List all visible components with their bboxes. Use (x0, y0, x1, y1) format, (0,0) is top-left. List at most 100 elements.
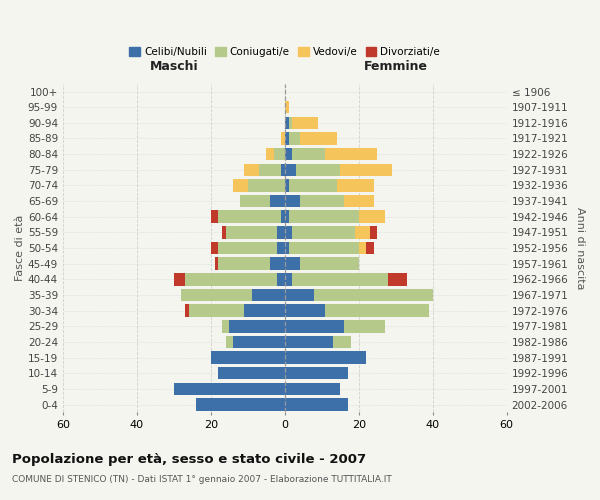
Bar (266, 148, 285, 160)
Bar (211, 242, 285, 254)
Bar (211, 352, 285, 364)
Bar (174, 382, 285, 395)
Bar (285, 164, 392, 176)
Bar (218, 367, 285, 380)
Bar (285, 258, 299, 270)
Bar (285, 367, 347, 380)
Bar (285, 164, 296, 176)
Bar (285, 116, 318, 129)
Bar (285, 116, 289, 129)
Bar (285, 273, 292, 285)
Bar (226, 226, 285, 238)
Bar (285, 382, 340, 395)
Bar (285, 336, 352, 348)
Bar (277, 242, 285, 254)
Bar (188, 304, 285, 317)
Bar (285, 352, 366, 364)
Bar (285, 195, 374, 207)
Bar (285, 101, 289, 114)
Bar (181, 288, 285, 301)
Bar (174, 382, 285, 395)
Bar (218, 367, 285, 380)
Y-axis label: Fasce di età: Fasce di età (15, 215, 25, 281)
Bar (285, 132, 289, 144)
Bar (285, 195, 299, 207)
Text: Femmine: Femmine (364, 60, 428, 72)
Bar (241, 195, 285, 207)
Bar (196, 398, 285, 411)
Bar (281, 164, 285, 176)
Bar (285, 352, 366, 364)
Bar (281, 132, 285, 144)
Bar (285, 148, 292, 160)
Bar (285, 148, 325, 160)
Bar (285, 148, 377, 160)
Bar (285, 398, 347, 411)
Bar (285, 210, 385, 223)
Bar (266, 148, 285, 160)
Text: Popolazione per età, sesso e stato civile - 2007: Popolazione per età, sesso e stato civil… (12, 452, 366, 466)
Bar (285, 258, 359, 270)
Bar (277, 273, 285, 285)
Bar (277, 226, 285, 238)
Bar (226, 336, 285, 348)
Legend: Celibi/Nubili, Coniugati/e, Vedovi/e, Divorziati/e: Celibi/Nubili, Coniugati/e, Vedovi/e, Di… (125, 43, 445, 61)
Bar (285, 164, 340, 176)
Bar (233, 179, 285, 192)
Bar (218, 242, 285, 254)
Bar (196, 398, 285, 411)
Bar (270, 258, 285, 270)
Bar (244, 304, 285, 317)
Bar (285, 352, 366, 364)
Bar (285, 226, 377, 238)
Bar (285, 304, 429, 317)
Bar (285, 398, 347, 411)
Bar (285, 304, 325, 317)
Bar (270, 195, 285, 207)
Bar (285, 226, 355, 238)
Bar (285, 242, 374, 254)
Bar (226, 336, 285, 348)
Bar (285, 179, 289, 192)
Bar (285, 320, 385, 332)
Bar (285, 367, 347, 380)
Bar (285, 398, 347, 411)
Bar (222, 320, 285, 332)
Bar (285, 336, 333, 348)
Bar (285, 179, 374, 192)
Bar (233, 179, 285, 192)
Bar (174, 382, 285, 395)
Bar (285, 179, 374, 192)
Bar (285, 179, 337, 192)
Bar (285, 132, 337, 144)
Bar (285, 382, 340, 395)
Bar (285, 273, 388, 285)
Bar (229, 320, 285, 332)
Bar (285, 273, 388, 285)
Bar (285, 304, 429, 317)
Bar (259, 164, 285, 176)
Bar (222, 320, 285, 332)
Bar (285, 320, 344, 332)
Bar (244, 164, 285, 176)
Bar (285, 288, 433, 301)
Bar (196, 398, 285, 411)
Bar (285, 352, 366, 364)
Bar (285, 320, 385, 332)
Bar (285, 288, 433, 301)
Bar (211, 210, 285, 223)
Bar (285, 336, 352, 348)
Bar (218, 367, 285, 380)
Bar (285, 210, 359, 223)
Bar (211, 352, 285, 364)
Bar (218, 367, 285, 380)
Bar (222, 320, 285, 332)
Bar (174, 382, 285, 395)
Bar (285, 116, 292, 129)
Bar (226, 226, 285, 238)
Bar (285, 132, 337, 144)
Bar (285, 382, 340, 395)
Bar (285, 148, 377, 160)
Text: Maschi: Maschi (149, 60, 198, 72)
Bar (285, 132, 299, 144)
